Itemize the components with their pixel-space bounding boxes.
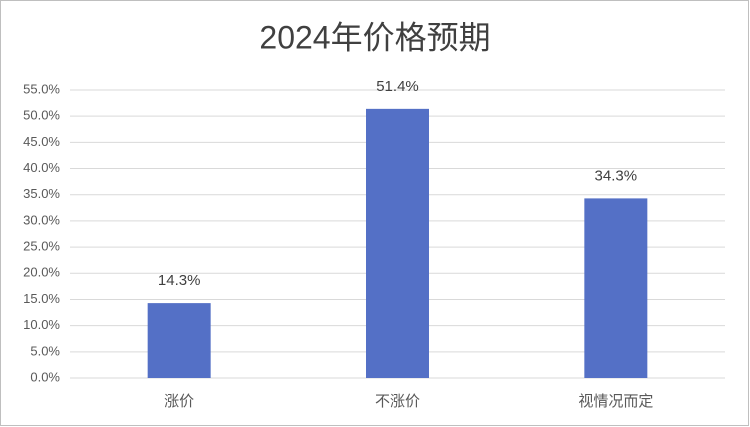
y-tick-label: 25.0% xyxy=(23,239,60,254)
x-tick-label: 视情况而定 xyxy=(578,393,653,410)
y-tick-label: 5.0% xyxy=(30,343,60,358)
y-tick-label: 30.0% xyxy=(23,212,60,227)
data-label: 34.3% xyxy=(595,167,638,184)
y-tick-label: 50.0% xyxy=(23,108,60,123)
y-tick-label: 20.0% xyxy=(23,265,60,280)
x-tick-label: 涨价 xyxy=(164,393,194,410)
data-label: 14.3% xyxy=(158,272,201,289)
bar xyxy=(584,198,648,378)
y-tick-label: 55.0% xyxy=(23,81,60,96)
data-label: 51.4% xyxy=(376,78,419,95)
y-tick-label: 35.0% xyxy=(23,186,60,201)
y-tick-label: 0.0% xyxy=(30,369,60,384)
chart-title: 2024年价格预期 xyxy=(259,19,490,55)
y-tick-label: 10.0% xyxy=(23,317,60,332)
bar xyxy=(147,303,211,378)
y-tick-label: 15.0% xyxy=(23,291,60,306)
y-tick-label: 40.0% xyxy=(23,160,60,175)
x-tick-label: 不涨价 xyxy=(375,393,420,410)
y-tick-label: 45.0% xyxy=(23,134,60,149)
bar xyxy=(366,108,429,379)
